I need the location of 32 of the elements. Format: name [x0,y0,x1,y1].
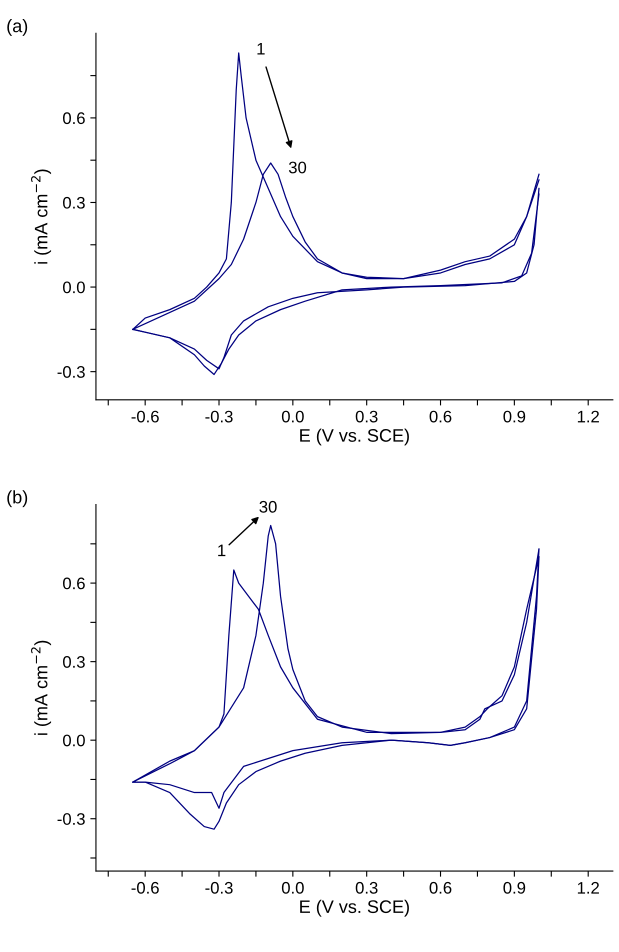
x-tick-label: 0.0 [282,410,304,422]
x-tick-label: 1.2 [578,410,599,422]
y-tick-label: 0.0 [63,734,85,746]
y-tick-label: 0.0 [63,281,85,294]
x-tick-label: 0.9 [503,882,526,894]
x-axis-title: E (V vs. SCE) [300,900,409,917]
annotation: 1 [257,43,265,54]
y-tick-label: 0.6 [63,578,85,590]
x-tick-label: 0.3 [356,882,378,894]
x-axis-title: E (V vs. SCE) [300,428,409,446]
x-tick-label: -0.6 [132,410,159,422]
x-tick-label: -0.6 [132,882,159,894]
annotation: 30 [288,162,306,174]
y-tick-label: 0.3 [63,196,85,209]
x-tick-label: 0.6 [430,882,452,894]
x-tick-label: -0.3 [205,410,233,422]
y-axis-title: i (mA cm$^{−2}$) [31,169,52,264]
x-tick-label: 0.3 [356,410,378,422]
x-tick-label: 0.0 [282,882,304,894]
annotation: 1 [218,544,226,556]
x-tick-label: 1.2 [578,882,599,894]
y-axis-title: i (mA cm$^{−2}$) [31,640,52,735]
chart-title: (b) [7,490,28,508]
chart-title: (a) [7,19,28,36]
y-tick-label: -0.3 [58,813,85,825]
x-tick-label: 0.6 [430,410,452,422]
x-tick-label: 0.9 [503,410,526,422]
y-tick-label: -0.3 [58,366,85,378]
annotation: 30 [259,500,277,513]
y-tick-label: 0.6 [63,112,85,124]
y-tick-label: 0.3 [63,656,85,668]
x-tick-label: -0.3 [205,882,233,894]
